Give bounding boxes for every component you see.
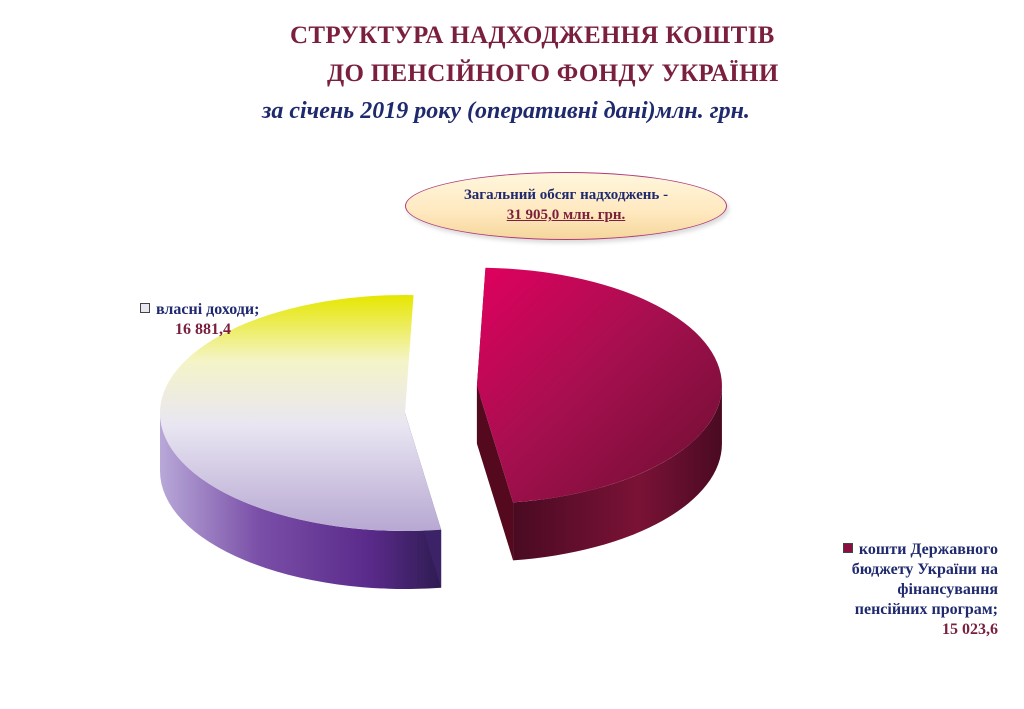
legend-marker-budget — [842, 543, 853, 553]
legend-budget-line1: кошти Державного — [858, 541, 998, 558]
pie-slice-budget-side — [513, 385, 722, 561]
legend-budget-line4: пенсійних програм; — [854, 601, 998, 618]
total-label: Загальний обсяг надходжень - — [463, 187, 669, 203]
legend-budget-value: 15 023,6 — [942, 621, 998, 638]
chart-title-line-2: ДО ПЕНСІЙНОГО ФОНДУ УКРАЇНИ — [327, 60, 779, 87]
legend-marker-own — [140, 303, 150, 313]
legend-budget-line2: бюджету України на — [851, 561, 998, 578]
total-callout: Загальний обсяг надходжень - 31 905,0 мл… — [405, 172, 727, 240]
pie-slice-budget-wall-end — [476, 385, 514, 561]
legend-budget-line3: фінансування — [897, 581, 998, 598]
legend-own-value: 16 881,4 — [175, 321, 231, 338]
pie-slice-own-side — [160, 413, 442, 589]
legend-own-label: власні доходи; — [156, 301, 260, 318]
legend-state-budget: кошти Державного бюджету України на фіна… — [808, 540, 998, 640]
legend-own-income: власні доходи; 16 881,4 — [140, 300, 259, 340]
pie-slice-state-budget — [476, 267, 722, 503]
chart-subtitle: за січень 2019 року (оперативні дані)млн… — [262, 98, 750, 124]
pie-slice-own-income — [159, 295, 442, 531]
chart-title-line-1: СТРУКТУРА НАДХОДЖЕННЯ КОШТІВ — [290, 22, 775, 49]
total-value: 31 905,0 млн. грн. — [506, 207, 626, 223]
